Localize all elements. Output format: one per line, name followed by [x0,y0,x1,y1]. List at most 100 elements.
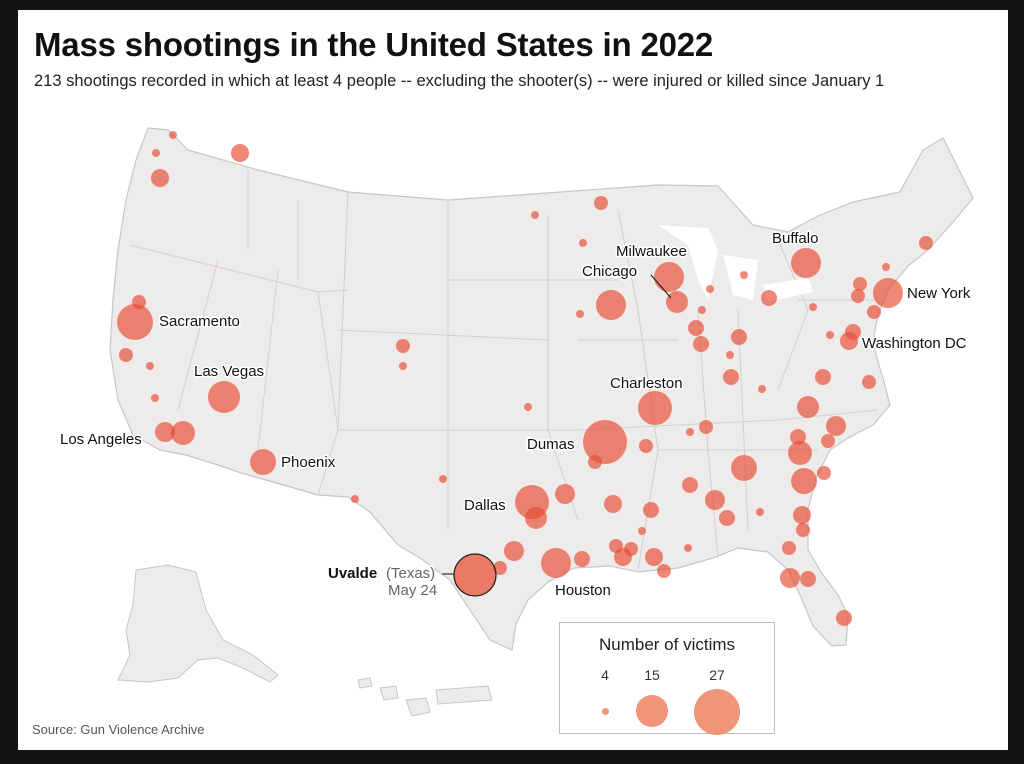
bubble [614,548,632,566]
label-chicago: Chicago [582,263,637,280]
bubble [639,439,653,453]
bubble [821,434,835,448]
bubble [399,362,407,370]
bubble [793,506,811,524]
chart-subtitle: 213 shootings recorded in which at least… [34,72,885,90]
bubble [726,351,734,359]
bubble [574,551,590,567]
legend-label-large: 27 [709,667,725,683]
bubble [504,541,524,561]
label-new-york: New York [907,285,971,302]
bubble [851,289,865,303]
bubble [731,455,757,481]
bubble [815,369,831,385]
bubble-sacramento [117,304,153,340]
puerto-rico [435,685,493,705]
legend-bubble-small [602,708,609,715]
bubble [723,369,739,385]
label-dallas: Dallas [464,497,506,514]
bubble [800,571,816,587]
bubble [919,236,933,250]
bubble-milwaukee [654,262,684,292]
bubble-las-vegas [208,381,240,413]
bubble [604,495,622,513]
bubble-dumas [583,420,627,464]
bubble [791,468,817,494]
bubble-washington-dc [840,332,858,350]
us-mainland [109,127,974,651]
label-buffalo: Buffalo [772,230,818,247]
legend-bubble-large [694,689,740,735]
bubble-uvalde [453,553,497,597]
bubble [817,466,831,480]
bubble [706,285,714,293]
chart-title: Mass shootings in the United States in 2… [34,26,714,63]
bubble [643,502,659,518]
bubble [576,310,584,318]
bubble [688,320,704,336]
bubble [231,144,249,162]
bubble-new-york [873,278,903,308]
bubble [439,475,447,483]
shooting-bubbles [117,131,933,626]
legend-bubble-medium [636,695,668,727]
bubble [351,495,359,503]
label-phoenix: Phoenix [281,454,336,471]
bubble [686,428,694,436]
bubble [836,610,852,626]
label-uvalde-state: (Texas) [386,565,435,582]
bubble [758,385,766,393]
bubble [780,568,800,588]
legend-title: Number of victims [598,635,736,654]
bubble [790,429,806,445]
bubble [826,416,846,436]
bubble [853,277,867,291]
bubble [132,295,146,309]
bubble [719,510,735,526]
label-milwaukee: Milwaukee [616,243,687,260]
alaska [117,564,279,683]
bubble [882,263,890,271]
bubble-phoenix [250,449,276,475]
label-uvalde: Uvalde [328,565,377,582]
bubble-chicago [666,291,688,313]
bubble [826,331,834,339]
bubble [596,290,626,320]
bubble [493,561,507,575]
hawaii [357,677,431,717]
bubble-buffalo [791,248,821,278]
bubble [788,441,812,465]
bubble [588,455,602,469]
bubble [171,421,195,445]
leader-lines [442,274,672,575]
bubble [638,527,646,535]
bubble [756,508,764,516]
bubble [797,396,819,418]
bubble [796,523,810,537]
bubble [809,303,817,311]
bubble [761,290,777,306]
size-legend: Number of victims 4 15 27 [559,622,775,735]
bubble [579,239,587,247]
bubble [151,394,159,402]
bubble [531,211,539,219]
label-washington-dc: Washington DC [862,335,967,352]
bubble [169,131,177,139]
bubble [705,490,725,510]
bubble [699,420,713,434]
bubble [731,329,747,345]
bubble [524,403,532,411]
bubble [682,477,698,493]
bubble [151,169,169,187]
legend-label-small: 4 [601,667,609,683]
bubble [645,548,663,566]
bubble [684,544,692,552]
label-charleston: Charleston [610,375,683,392]
label-uvalde-date: May 24 [388,582,437,599]
infographic-card: Sacramento Las Vegas Los Angeles Phoenix… [18,10,1008,750]
bubble [657,564,671,578]
bubble [525,507,547,529]
bubble [146,362,154,370]
bubble [693,336,709,352]
